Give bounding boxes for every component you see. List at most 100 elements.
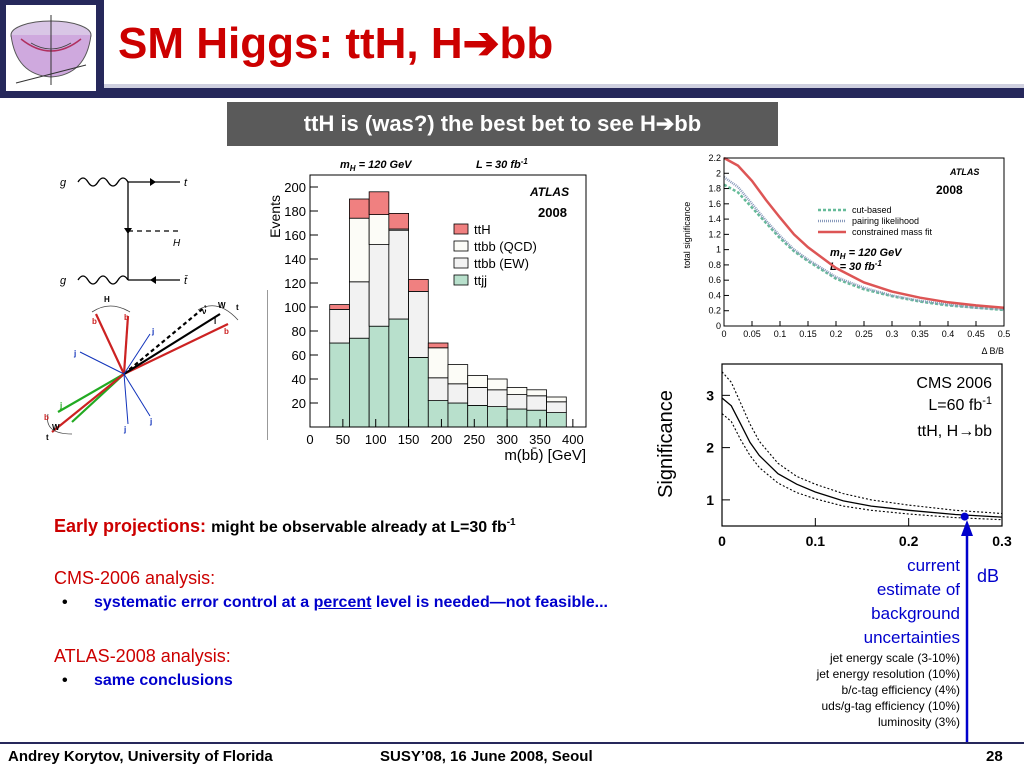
lepton-label: l — [214, 317, 216, 326]
x-tick-label: 0.35 — [911, 329, 929, 339]
experiment-label: CMS 2006 — [916, 375, 992, 392]
histogram-bar — [447, 383, 469, 404]
mbb-histogram-chart: mH = 120 GeV L = 30 fb-1 ATLAS 2008 Even… — [268, 157, 587, 464]
y-tick-label: 140 — [284, 252, 306, 267]
jet-label: j — [149, 417, 152, 426]
y-axis-label: total significance — [682, 202, 692, 269]
histogram-bar — [427, 400, 449, 428]
x-tick-label: 50 — [336, 432, 350, 447]
histogram-bar — [408, 356, 429, 428]
list-item: jet energy scale (3-10%) — [829, 651, 960, 665]
b-jet-line — [51, 373, 125, 433]
jet-line — [123, 373, 129, 425]
y-tick-label: 1 — [706, 492, 714, 508]
jet-label: j — [73, 349, 76, 358]
chart-header-mass: mH = 120 GeV — [340, 159, 413, 173]
x-tick-label: 250 — [463, 432, 485, 447]
y-tick-label: 1.6 — [708, 199, 721, 209]
early-projections-line: Early projections: might be observable a… — [54, 516, 516, 536]
jet-label: j — [123, 425, 126, 434]
y-tick-label: 200 — [284, 180, 306, 195]
histogram-bar — [506, 408, 528, 428]
legend-label: constrained mass fit — [852, 227, 933, 237]
subtitle-banner: ttH is (was?) the best bet to see H➔bb — [227, 102, 778, 146]
jet-line — [123, 373, 151, 417]
y-tick-label: 20 — [292, 396, 306, 411]
histogram-bar — [546, 401, 567, 414]
histogram-bar — [546, 412, 567, 428]
histogram-bar — [526, 395, 547, 411]
y-tick-label: 160 — [284, 228, 306, 243]
feynman-diagram: g g t t̄ H — [60, 177, 188, 287]
histogram-bar — [487, 389, 508, 408]
jet-label: j — [151, 327, 154, 336]
y-tick-label: 120 — [284, 276, 306, 291]
logo-frame — [0, 0, 104, 98]
series-line — [721, 371, 1003, 515]
histogram-bar — [388, 213, 409, 230]
w-label: W — [218, 301, 226, 310]
b-jet-line — [95, 313, 125, 375]
legend-label: ttH — [474, 222, 491, 237]
cms-heading: CMS-2006 analysis: — [54, 568, 216, 588]
y-tick-label: 1.4 — [708, 214, 721, 224]
list-item: uds/g-tag efficiency (10%) — [821, 699, 960, 713]
y-tick-label: 3 — [706, 387, 714, 403]
legend-label: ttbb (EW) — [474, 256, 529, 271]
histogram-bar — [467, 374, 488, 388]
b-label: b — [224, 327, 229, 336]
higgs-potential-icon — [10, 15, 92, 85]
lumi-label: L=60 fb-1 — [928, 395, 992, 414]
gluon-label: g — [60, 275, 67, 287]
atlas-heading: ATLAS-2008 analysis: — [54, 646, 231, 666]
histogram-bar — [368, 244, 390, 327]
x-tick-label: 0.15 — [799, 329, 817, 339]
x-tick-label: 0.3 — [886, 329, 899, 339]
y-tick-label: 0.4 — [708, 290, 721, 300]
histogram-bar — [329, 308, 350, 344]
histogram-bar — [329, 304, 350, 310]
footer-conference: SUSY’08, 16 June 2008, Seoul — [380, 748, 593, 765]
x-tick-label: 0.05 — [743, 329, 761, 339]
experiment-label: ATLAS — [529, 185, 569, 199]
y-axis-label: Events — [268, 195, 283, 238]
x-tick-label: 0.1 — [774, 329, 787, 339]
jet-line — [57, 373, 125, 413]
histogram-bar — [526, 409, 547, 428]
x-tick-label: 0.2 — [899, 533, 919, 549]
histogram-bar — [388, 229, 409, 320]
x-tick-label: 200 — [431, 432, 453, 447]
x-tick-label: 0.1 — [806, 533, 826, 549]
histogram-bar — [447, 402, 469, 428]
antitop-label: t̄ — [184, 275, 188, 287]
mass-annotation: mH = 120 GeV — [830, 247, 903, 261]
title-underline-light — [104, 84, 1024, 88]
histogram-bar — [349, 337, 370, 428]
list-item: jet energy resolution (10%) — [816, 667, 960, 681]
top-label: t — [46, 433, 49, 442]
slide-title: SM Higgs: ttH, H➔bb — [118, 19, 554, 68]
y-tick-label: 40 — [292, 372, 306, 387]
page-number: 28 — [986, 748, 1003, 765]
b-jet-line — [123, 323, 229, 375]
legend-label: pairing likelihood — [852, 216, 919, 226]
up-arrow-icon — [961, 520, 973, 742]
jet-line — [123, 333, 151, 375]
series-line — [721, 397, 1003, 518]
x-tick-label: 0 — [718, 533, 726, 549]
b-label: b — [44, 413, 49, 422]
plot-frame — [309, 174, 587, 428]
lepton-line — [123, 313, 221, 375]
gluon-label: g — [60, 177, 67, 189]
histogram-bar — [506, 386, 528, 395]
histogram-bar — [368, 325, 390, 428]
cms-bullet: • systematic error control at a percent l… — [62, 594, 608, 611]
legend-swatch — [453, 223, 469, 235]
jet-line — [79, 351, 125, 375]
y-tick-label: 100 — [284, 300, 306, 315]
x-tick-label: 0 — [721, 329, 726, 339]
y-tick-label: 180 — [284, 204, 306, 219]
series-line — [723, 176, 1005, 311]
histogram-bar — [349, 217, 370, 283]
histogram-bar — [408, 290, 429, 358]
